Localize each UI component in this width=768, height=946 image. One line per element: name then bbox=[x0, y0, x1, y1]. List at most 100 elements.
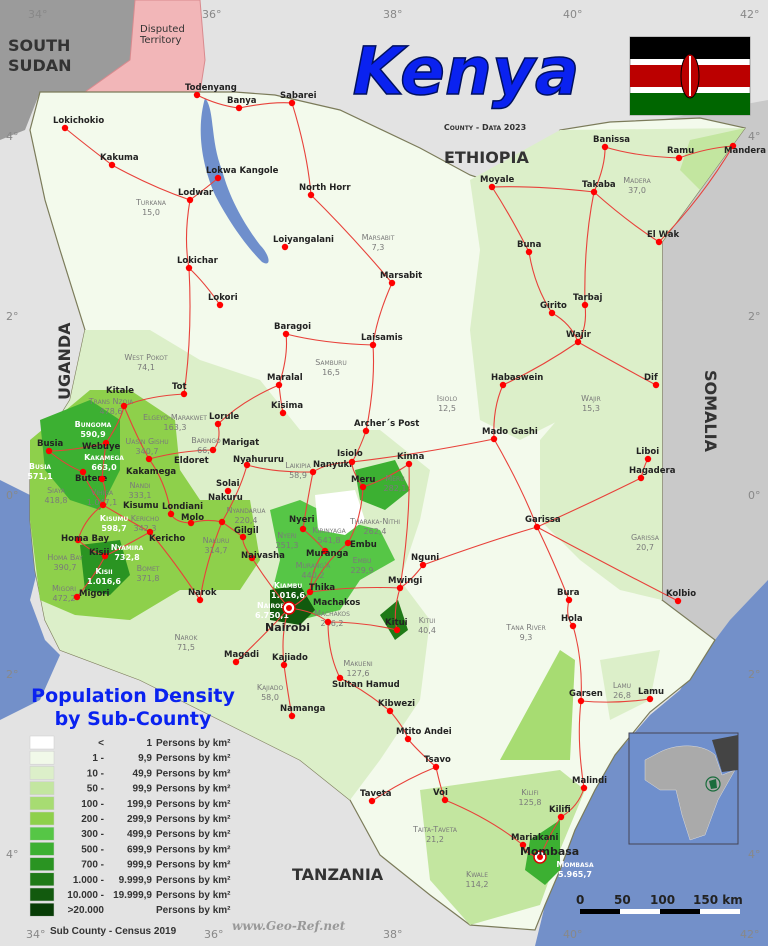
town-isiolo[interactable]: Isiolo bbox=[337, 449, 363, 466]
town-garsen[interactable]: Garsen bbox=[569, 689, 603, 705]
town-migori[interactable]: Migori bbox=[73, 589, 110, 601]
town-kitale[interactable]: Kitale bbox=[106, 386, 134, 410]
town-sabarei[interactable]: Sabarei bbox=[280, 91, 317, 107]
town-lokori[interactable]: Lokori bbox=[208, 293, 238, 309]
county-name-uasin-gishu: Uasin Gishu bbox=[125, 437, 168, 446]
town-mtito-andei[interactable]: Mtito Andei bbox=[396, 727, 452, 743]
legend-to: 699,9 bbox=[127, 844, 152, 855]
town-loiyangalani[interactable]: Loiyangalani bbox=[273, 235, 334, 251]
town-moyale[interactable]: Moyale bbox=[480, 175, 514, 191]
town-narok[interactable]: Narok bbox=[188, 588, 217, 604]
town-north-horr[interactable]: North Horr bbox=[299, 183, 351, 199]
road bbox=[578, 700, 585, 789]
town-marigat[interactable]: Marigat bbox=[209, 438, 259, 454]
town-liboi[interactable]: Liboi bbox=[636, 447, 659, 463]
town-kisima[interactable]: Kisima bbox=[271, 401, 303, 417]
town-hola[interactable]: Hola bbox=[561, 614, 583, 630]
town-girito[interactable]: Girito bbox=[540, 301, 567, 317]
town-kisii[interactable]: Kisii bbox=[89, 548, 109, 560]
town-tarbaj[interactable]: Tarbaj bbox=[573, 293, 602, 309]
town-malindi[interactable]: Malindi bbox=[572, 776, 607, 792]
town-archer-s-post[interactable]: Archer´s Post bbox=[354, 418, 419, 435]
town-mariakani[interactable]: Mariakani bbox=[511, 833, 558, 849]
town-marsabit[interactable]: Marsabit bbox=[380, 271, 422, 287]
town-solai[interactable]: Solai bbox=[216, 479, 240, 495]
town-ramu[interactable]: Ramu bbox=[667, 146, 694, 162]
town-kilifi[interactable]: Kilifi bbox=[549, 805, 571, 821]
town-machakos[interactable]: Machakos bbox=[313, 598, 360, 626]
town-garissa[interactable]: Garissa bbox=[525, 515, 561, 531]
town-sultan-hamud[interactable]: Sultan Hamud bbox=[332, 674, 400, 690]
town-kericho[interactable]: Kericho bbox=[146, 528, 186, 544]
legend-swatch bbox=[29, 826, 55, 841]
town-takaba[interactable]: Takaba bbox=[582, 180, 616, 196]
road bbox=[327, 621, 341, 679]
town-nanyuki[interactable]: Nanyuki bbox=[309, 460, 352, 476]
town-nyahururu[interactable]: Nyahururu bbox=[233, 455, 284, 469]
town-webuye[interactable]: Webuye bbox=[82, 439, 121, 452]
town-voi[interactable]: Voi bbox=[433, 788, 449, 804]
town-eldoret[interactable]: Eldoret bbox=[145, 455, 209, 466]
county-name-nandi: Nandi bbox=[130, 481, 151, 490]
town-nairobi[interactable]: Nairobi bbox=[265, 601, 310, 634]
town-dif[interactable]: Dif bbox=[644, 373, 660, 389]
town-homa-bay[interactable]: Homa Bay bbox=[61, 534, 109, 544]
town-taveta[interactable]: Taveta bbox=[360, 789, 392, 805]
town-magadi[interactable]: Magadi bbox=[224, 650, 259, 666]
town-kakamega[interactable]: Kakamega bbox=[98, 467, 177, 483]
town-bura[interactable]: Bura bbox=[557, 588, 580, 604]
town-tot[interactable]: Tot bbox=[172, 382, 188, 398]
town-embu[interactable]: Embu bbox=[344, 539, 377, 550]
town-kakuma[interactable]: Kakuma bbox=[100, 153, 139, 169]
town-habaswein[interactable]: Habaswein bbox=[491, 373, 543, 389]
town-gilgil[interactable]: Gilgil bbox=[234, 526, 259, 541]
town-butere[interactable]: Butere bbox=[75, 468, 108, 484]
town-molo[interactable]: Molo bbox=[181, 513, 204, 527]
town-baragoi[interactable]: Baragoi bbox=[274, 322, 311, 338]
town-thika[interactable]: Thika bbox=[306, 583, 336, 596]
town-busia[interactable]: Busia bbox=[37, 439, 64, 455]
town-nguni[interactable]: Nguni bbox=[411, 553, 439, 569]
road bbox=[310, 194, 393, 284]
town-banissa[interactable]: Banissa bbox=[593, 135, 630, 151]
town-kitui[interactable]: Kitui bbox=[385, 618, 408, 634]
town-meru[interactable]: Meru bbox=[351, 475, 375, 491]
town-mado-gashi[interactable]: Mado Gashi bbox=[482, 427, 538, 443]
town-lokichar[interactable]: Lokichar bbox=[177, 256, 219, 272]
town-wajir[interactable]: Wajir bbox=[566, 330, 592, 346]
town-namanga[interactable]: Namanga bbox=[280, 704, 326, 720]
town-lodwar[interactable]: Lodwar bbox=[178, 188, 214, 204]
town-lokwa-kangole[interactable]: Lokwa Kangole bbox=[206, 166, 279, 182]
town-mwingi[interactable]: Mwingi bbox=[388, 576, 422, 592]
town-maralal[interactable]: Maralal bbox=[267, 373, 303, 389]
town-kisumu[interactable]: Kisumu bbox=[99, 501, 159, 511]
town-lorule[interactable]: Lorule bbox=[209, 412, 239, 428]
town-kinna[interactable]: Kinna bbox=[397, 452, 425, 468]
town-hagadera[interactable]: Hagadera bbox=[629, 466, 676, 482]
town-lokichokio[interactable]: Lokichokio bbox=[53, 116, 104, 132]
town-mombasa[interactable]: Mombasa bbox=[520, 845, 579, 864]
town-banya[interactable]: Banya bbox=[227, 96, 257, 112]
road bbox=[278, 333, 288, 386]
town-muranga[interactable]: Muranga bbox=[306, 547, 349, 559]
town-londiani[interactable]: Londiani bbox=[162, 502, 203, 518]
town-el-wak[interactable]: El Wak bbox=[647, 230, 679, 246]
town-tsavo[interactable]: Tsavo bbox=[424, 755, 451, 771]
road bbox=[372, 282, 393, 346]
town-todenyang[interactable]: Todenyang bbox=[185, 83, 237, 99]
town-buna[interactable]: Buna bbox=[517, 240, 542, 256]
town-lamu[interactable]: Lamu bbox=[638, 687, 664, 703]
town-kajiado[interactable]: Kajiado bbox=[272, 653, 308, 669]
lon-top-36: 36° bbox=[202, 8, 222, 21]
town-kolbio[interactable]: Kolbio bbox=[666, 589, 696, 605]
town-laisamis[interactable]: Laisamis bbox=[361, 333, 403, 349]
town-mandera[interactable]: Mandera bbox=[724, 142, 766, 156]
county-density-kisii: 1.016,6 bbox=[87, 577, 121, 586]
town-naivasha[interactable]: Naivasha bbox=[241, 551, 285, 562]
road bbox=[185, 199, 191, 269]
town-nakuru[interactable]: Nakuru bbox=[208, 493, 243, 526]
town-nyeri[interactable]: Nyeri bbox=[289, 515, 315, 533]
town-kibwezi[interactable]: Kibwezi bbox=[378, 699, 415, 715]
